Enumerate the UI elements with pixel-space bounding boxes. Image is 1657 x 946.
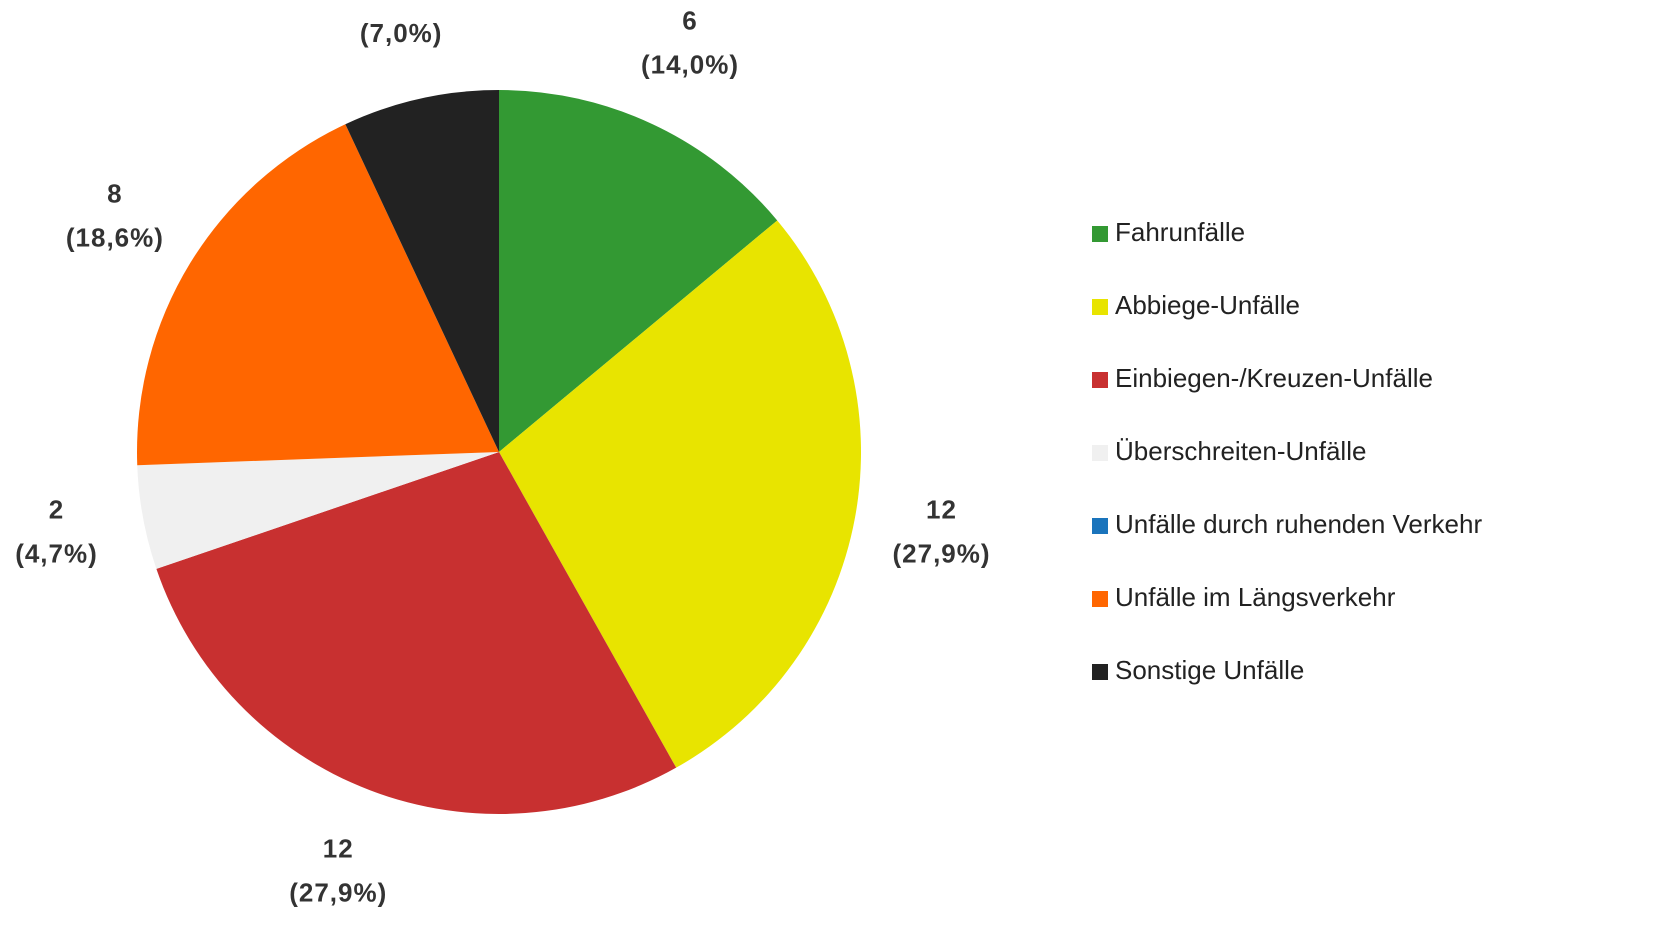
data-label: 3(7,0%) bbox=[360, 0, 443, 48]
legend-swatch bbox=[1092, 664, 1108, 680]
legend-swatch bbox=[1092, 372, 1108, 388]
pie-slice bbox=[345, 90, 499, 452]
legend-swatch bbox=[1092, 226, 1108, 242]
pie-slice bbox=[499, 220, 862, 768]
legend-swatch bbox=[1092, 445, 1108, 461]
data-label: 8 (18,6%) bbox=[66, 178, 164, 252]
legend-label: Überschreiten-Unfälle bbox=[1115, 436, 1366, 466]
legend-swatch bbox=[1092, 299, 1108, 315]
legend-label: Einbiegen-/Kreuzen-Unfälle bbox=[1115, 363, 1433, 393]
legend-swatch bbox=[1092, 591, 1108, 607]
data-label: 6 (14,0%) bbox=[641, 5, 739, 79]
legend-label: Unfälle im Längsverkehr bbox=[1115, 582, 1396, 612]
pie-slice bbox=[499, 90, 778, 452]
pie-slice bbox=[137, 124, 500, 466]
legend-label: Sonstige Unfälle bbox=[1115, 655, 1304, 685]
legend-label: Abbiege-Unfälle bbox=[1115, 290, 1300, 320]
data-label: 12 (27,9%) bbox=[892, 495, 990, 569]
legend-label: Fahrunfälle bbox=[1115, 217, 1245, 247]
data-label: 2 (4,7%) bbox=[15, 495, 98, 569]
pie-slice bbox=[137, 452, 499, 569]
legend-swatch bbox=[1092, 518, 1108, 534]
legend-label: Unfälle durch ruhenden Verkehr bbox=[1115, 509, 1482, 539]
pie-slice bbox=[156, 452, 677, 815]
data-label: 12 (27,9%) bbox=[289, 833, 387, 907]
